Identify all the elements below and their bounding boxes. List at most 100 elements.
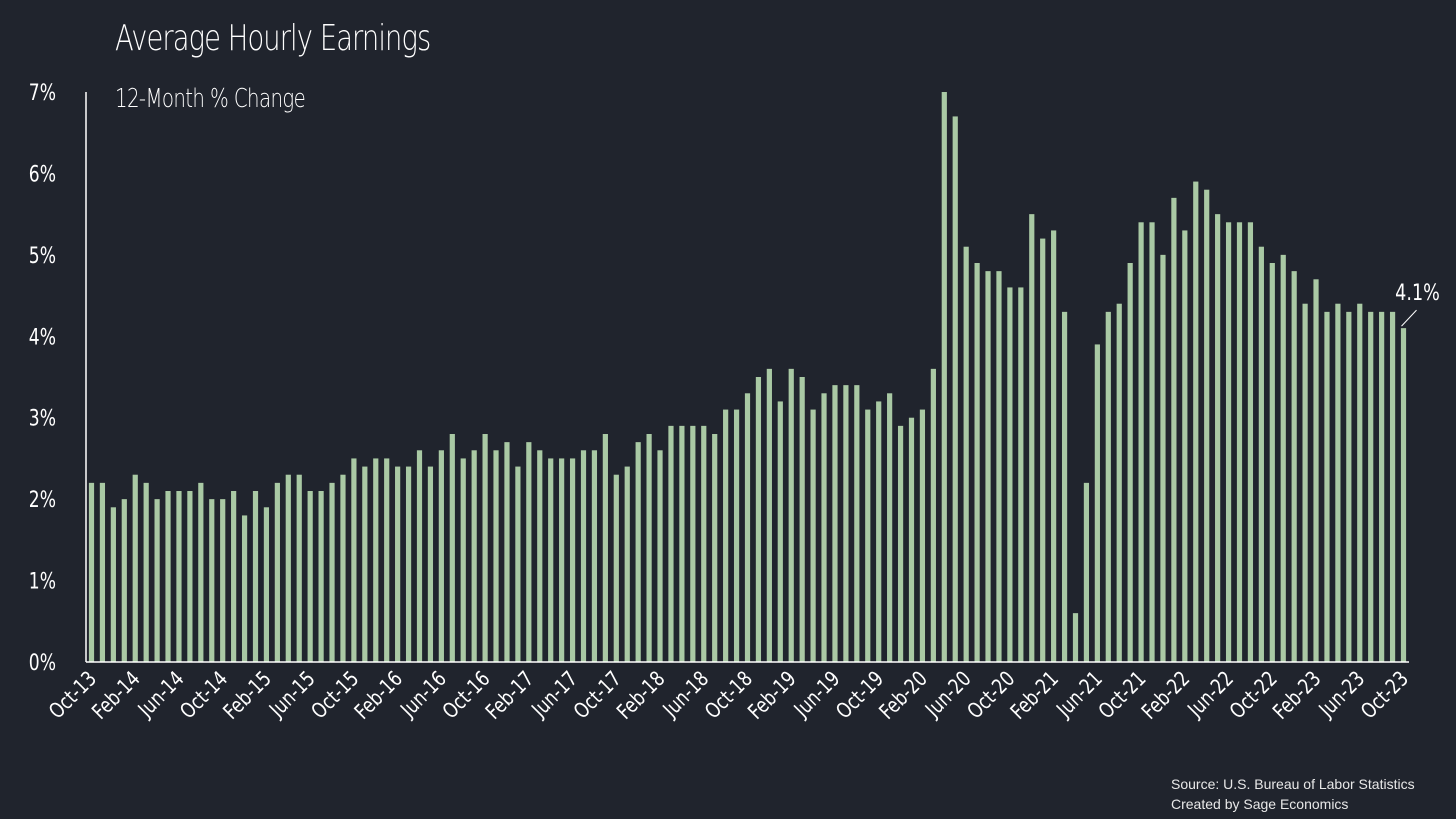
bar [504,442,510,662]
bar [733,409,740,662]
bar [810,409,816,662]
bar [1061,311,1068,662]
bar [854,385,860,662]
x-tick-label: Jun-22 [1183,667,1239,723]
bar [143,482,149,662]
bar [843,385,849,662]
bar [755,377,762,662]
x-tick-label: Feb-16 [350,667,408,725]
bar [1040,238,1046,662]
bar [176,491,182,662]
bar [1171,197,1177,663]
bar [1357,303,1363,662]
bar [537,450,543,662]
bar [1346,311,1352,662]
bar [624,466,630,662]
bar [1018,287,1024,662]
bar [941,92,947,662]
bar [88,482,95,662]
bar [668,425,674,662]
bar [985,271,991,662]
bar [318,491,324,662]
y-tick-label: 3% [29,406,56,432]
x-tick-label: Oct-23 [1356,667,1413,724]
x-tick-label: Feb-21 [1006,667,1064,725]
bar [1379,311,1385,662]
bar [832,385,838,662]
bar [1291,271,1297,662]
bar [766,368,772,662]
bar [515,466,521,662]
bar [602,434,608,662]
bar [263,507,270,662]
chart-subtitle: 12-Month % Change [115,84,306,114]
bar [460,458,466,662]
x-tick-label: Jun-20 [920,667,976,723]
bar [1105,311,1111,662]
y-tick-label: 4% [29,324,56,350]
bar [876,401,882,662]
annotation-label: 4.1% [1395,280,1440,305]
bar [1007,287,1013,662]
bar [744,393,751,662]
x-tick-label: Jun-21 [1052,667,1108,723]
bar [712,434,718,662]
bar [1313,279,1319,662]
bar [690,425,696,662]
annotations: 4.1% [1395,280,1440,327]
bar [1247,222,1254,663]
bar [701,425,707,662]
y-tick-label: 1% [29,569,56,595]
bar [723,409,729,662]
bar [165,491,171,662]
bar [405,466,412,662]
bar [198,482,204,662]
bar [908,417,915,662]
bar [777,401,783,662]
bar [1051,230,1057,662]
x-tick-label: Jun-17 [527,667,583,723]
bar [1072,613,1079,662]
bar [1029,214,1035,662]
bar [1389,311,1396,662]
bar [482,434,488,662]
bar [526,442,532,662]
bar [865,409,871,662]
bar [154,499,160,662]
bar [373,458,379,662]
bar [821,393,827,662]
x-tick-label: Oct-18 [700,667,757,724]
x-tick-label: Jun-16 [396,667,452,723]
bar [209,499,215,662]
bar [580,450,587,662]
bar [1083,482,1090,662]
y-tick-label: 5% [29,243,56,269]
bar [99,482,106,662]
bar [635,442,641,662]
source-note: Source: U.S. Bureau of Labor Statistics … [1171,774,1415,814]
bars-group [88,92,1407,663]
bar [1215,214,1221,662]
y-tick-label: 0% [29,650,56,676]
bar [132,474,138,662]
bar [1182,230,1188,662]
x-tick-label: Oct-21 [1094,667,1151,724]
bar [657,450,663,662]
x-tick-label: Oct-19 [832,667,889,724]
x-tick-label: Feb-20 [875,667,933,725]
x-tick-label: Feb-17 [481,667,539,725]
bar [384,458,390,662]
y-tick-label: 2% [29,487,56,513]
bar [930,368,936,662]
x-tick-label: Jun-19 [789,667,845,723]
bar [296,474,302,662]
x-tick-label: Feb-19 [744,667,802,725]
x-tick-label: Feb-18 [612,667,670,725]
bar [427,466,434,662]
x-tick-label: Feb-22 [1137,667,1195,725]
x-tick-label: Jun-14 [133,667,189,723]
bar [996,271,1002,662]
bar [1368,311,1374,662]
y-axis: 0% 1% 2% 3% 4% 5% 6% 7% [29,80,87,676]
